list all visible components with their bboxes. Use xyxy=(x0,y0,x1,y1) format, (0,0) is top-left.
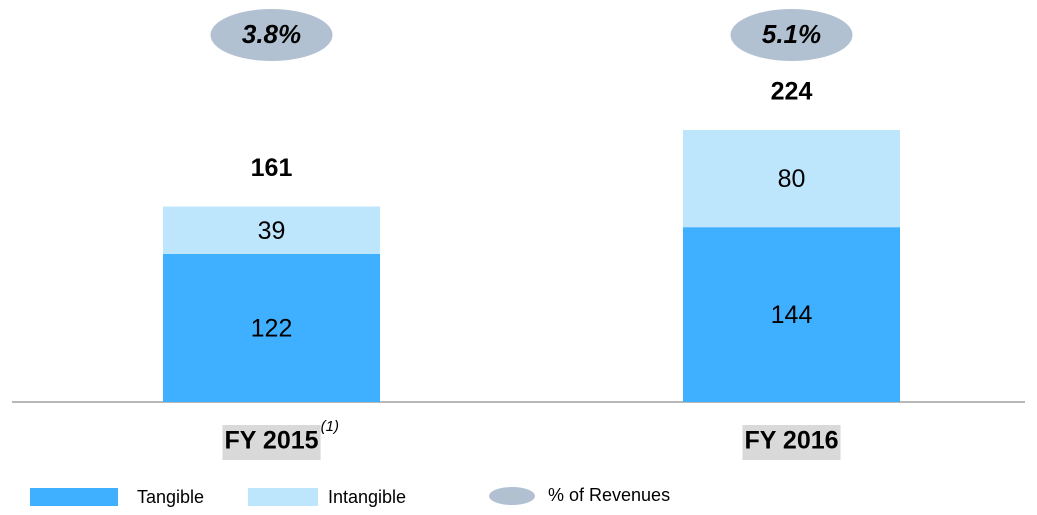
legend-swatch xyxy=(248,488,318,506)
revenue-share-label: 5.1% xyxy=(762,19,821,49)
segment-label: 80 xyxy=(778,165,806,193)
legend-label: % of Revenues xyxy=(548,485,670,505)
legend-swatch xyxy=(489,487,535,505)
bar-segment xyxy=(163,206,380,254)
segment-label: 144 xyxy=(771,301,813,329)
legend-swatch xyxy=(30,488,118,506)
legend-label: Intangible xyxy=(328,487,406,507)
category-label-bg xyxy=(222,425,321,460)
legend-label: Tangible xyxy=(137,487,204,507)
total-label: 161 xyxy=(251,154,293,182)
category-label-bg xyxy=(742,425,841,460)
bar-segment xyxy=(683,130,900,228)
category-label: FY 2016 xyxy=(744,427,838,455)
category-label: FY 2015 xyxy=(224,427,318,455)
category-note: (1) xyxy=(321,418,339,435)
revenue-share-bubble xyxy=(210,9,333,61)
segment-label: 39 xyxy=(258,217,286,245)
bar-segment xyxy=(163,253,380,402)
revenue-share-bubble xyxy=(730,9,853,61)
revenue-share-label: 3.8% xyxy=(242,19,301,49)
bar-segment xyxy=(683,227,900,402)
total-label: 224 xyxy=(771,78,813,106)
segment-label: 122 xyxy=(251,315,293,343)
